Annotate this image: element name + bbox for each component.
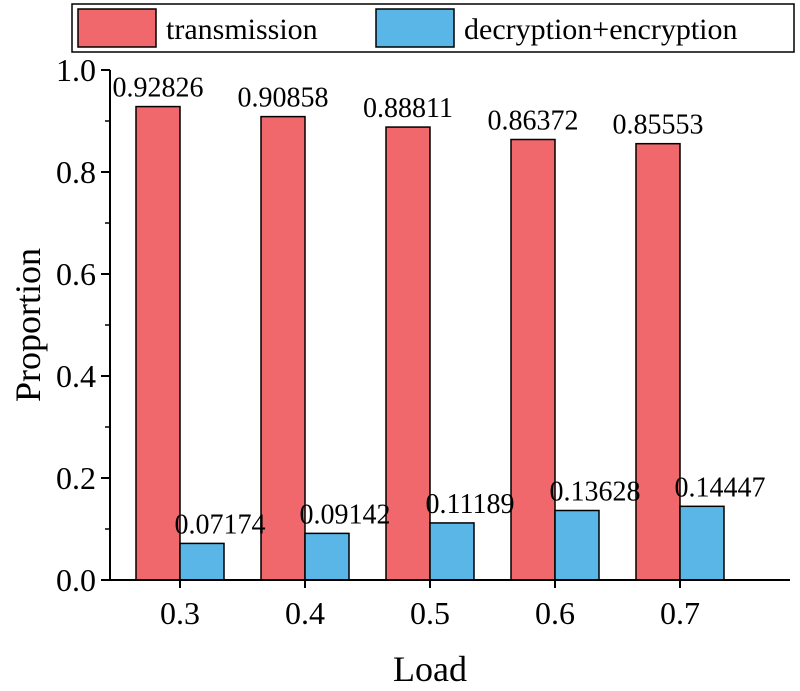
y-tick-label-1.0: 1.0 — [56, 52, 96, 88]
bar-transmission-0.3 — [135, 105, 181, 581]
bar-decryption-encryption-0.7 — [679, 505, 725, 581]
data-label-decryption-encryption-0.7: 0.14447 — [675, 472, 766, 503]
y-tick-label-0.8: 0.8 — [56, 154, 96, 190]
legend-swatch-transmission — [77, 8, 157, 48]
bar-transmission-0.6 — [510, 138, 556, 581]
data-labels-group: 0.92826 0.07174 0.90858 0.09142 0.88811 0.111… — [113, 73, 766, 541]
x-tick-label-0.5: 0.5 — [410, 595, 450, 631]
x-tick-label-0.7: 0.7 — [660, 595, 700, 631]
data-label-decryption-encryption-0.5: 0.11189 — [426, 489, 515, 520]
legend: transmission decryption+encryption — [71, 3, 795, 53]
data-label-transmission-0.3: 0.92826 — [113, 73, 204, 104]
x-axis-title: Load — [393, 649, 467, 689]
bar-transmission-0.7 — [635, 142, 681, 581]
bar-decryption-encryption-0.5 — [429, 522, 475, 581]
data-label-transmission-0.5: 0.88811 — [363, 93, 453, 124]
data-label-decryption-encryption-0.3: 0.07174 — [175, 509, 266, 540]
y-ticks: 0.0 0.2 0.4 0.6 0.8 1.0 — [56, 52, 110, 598]
data-label-transmission-0.7: 0.85553 — [613, 110, 704, 141]
data-label-decryption-encryption-0.6: 0.13628 — [550, 476, 641, 507]
y-tick-label-0.0: 0.0 — [56, 562, 96, 598]
legend-swatch-decryption-encryption — [375, 8, 455, 48]
y-tick-label-0.6: 0.6 — [56, 256, 96, 292]
bar-decryption-encryption-0.3 — [179, 542, 225, 581]
bar-transmission-0.5 — [385, 126, 431, 581]
x-ticks: 0.3 0.4 0.5 0.6 0.7 — [160, 580, 700, 631]
y-axis-title: Proportion — [8, 248, 48, 402]
data-label-transmission-0.6: 0.86372 — [488, 106, 579, 137]
legend-label-decryption-encryption: decryption+encryption — [464, 13, 738, 46]
y-tick-label-0.2: 0.2 — [56, 460, 96, 496]
x-tick-label-0.6: 0.6 — [535, 595, 575, 631]
data-label-decryption-encryption-0.4: 0.09142 — [300, 499, 391, 530]
legend-label-transmission: transmission — [166, 13, 318, 46]
x-tick-label-0.3: 0.3 — [160, 595, 200, 631]
bar-transmission-0.4 — [260, 115, 306, 581]
bar-decryption-encryption-0.4 — [304, 532, 350, 581]
bars-group — [135, 105, 725, 581]
bar-decryption-encryption-0.6 — [554, 509, 600, 581]
data-label-transmission-0.4: 0.90858 — [238, 83, 329, 114]
x-tick-label-0.4: 0.4 — [285, 595, 325, 631]
y-tick-label-0.4: 0.4 — [56, 358, 96, 394]
